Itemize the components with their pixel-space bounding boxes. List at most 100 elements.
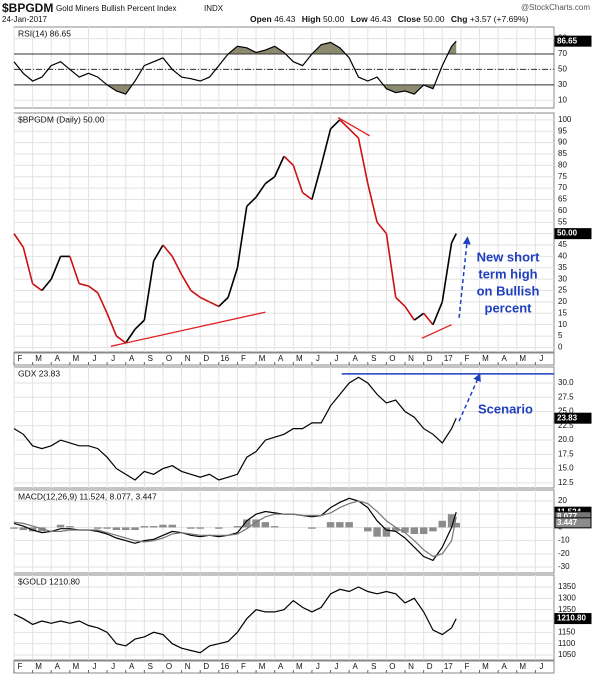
histogram-bar <box>196 527 204 529</box>
line-segment <box>209 301 220 308</box>
x-tick-label: O <box>389 662 395 671</box>
x-tick-label: D <box>427 354 433 363</box>
y-tick-label: 30.0 <box>558 378 574 387</box>
quote: Open 46.43 High 50.00 Low 46.43 Close 50… <box>250 14 529 24</box>
line-segment <box>199 296 210 303</box>
line <box>13 500 457 558</box>
x-tick-label: F <box>18 354 23 363</box>
annotation: on Bullish <box>477 283 540 298</box>
line-segment <box>50 256 62 280</box>
histogram-bar <box>401 527 409 533</box>
quote-label: Chg <box>451 14 468 24</box>
y-tick-label: 30 <box>558 274 567 283</box>
x-tick-label: A <box>55 354 61 363</box>
x-tick-label: M <box>35 354 42 363</box>
panel <box>13 574 555 661</box>
x-tick-label: J <box>316 662 320 671</box>
line-segment <box>255 183 267 198</box>
panel <box>13 366 555 489</box>
histogram-bar <box>447 514 456 528</box>
line-segment <box>115 335 127 344</box>
x-tick-label: A <box>55 662 61 671</box>
histogram-bar <box>159 524 167 528</box>
y-tick-label: 10 <box>558 320 567 329</box>
y-tick-label: 5 <box>558 331 563 340</box>
x-tick-label: O <box>389 354 395 363</box>
y-tick-label: 15 <box>558 308 567 317</box>
x-tick-label: J <box>92 662 96 671</box>
y-tick-label: 85 <box>558 149 567 158</box>
line-segment <box>320 128 332 166</box>
line-segment <box>441 242 453 303</box>
line-segment <box>432 301 444 325</box>
y-tick-label: 55 <box>558 217 567 226</box>
quote-label: Low <box>351 14 368 24</box>
quote-label: Open <box>250 14 272 24</box>
x-tick-label: 17 <box>444 354 453 363</box>
last-value-label: 86.65 <box>557 36 578 45</box>
trendline <box>110 311 266 347</box>
x-tick-label: J <box>111 354 115 363</box>
x-axis-band <box>13 352 555 366</box>
y-tick-label: 30 <box>558 80 567 89</box>
x-tick-label: A <box>501 354 507 363</box>
x-tick-label: J <box>111 662 115 671</box>
y-tick-label: 17.5 <box>558 449 574 458</box>
line-segment <box>367 183 378 223</box>
x-tick-label: D <box>203 662 209 671</box>
line-segment <box>134 319 145 330</box>
x-tick-label: M <box>519 354 526 363</box>
line-segment <box>13 233 24 248</box>
x-tick-label: O <box>166 354 172 363</box>
x-tick-label: M <box>259 354 266 363</box>
y-tick-label: 40 <box>558 252 567 261</box>
line-segment <box>339 119 350 130</box>
histogram-bar <box>419 527 428 535</box>
x-tick-label: M <box>73 662 80 671</box>
x-tick-label: M <box>482 662 489 671</box>
quote-value: 50.00 <box>423 14 445 24</box>
last-value-label: 8.077 <box>557 512 578 521</box>
y-tick-label: 12.5 <box>558 478 574 487</box>
histogram-bar <box>243 519 251 528</box>
histogram-bar <box>326 522 335 528</box>
y-tick-label: 1150 <box>558 627 576 636</box>
histogram-bar <box>10 527 18 529</box>
panel <box>13 112 555 353</box>
last-value-label: 3.447 <box>557 518 578 527</box>
histogram-bar <box>140 526 149 528</box>
panel-title: MACD(12,26,9) 11.524, 8.077, 3.447 <box>18 491 157 501</box>
trendline <box>337 116 370 137</box>
quote-value: +3.57 (+7.69%) <box>470 14 529 24</box>
line-segment <box>292 165 304 193</box>
histogram-bar <box>261 522 270 528</box>
x-tick-label: A <box>353 662 359 671</box>
x-tick-label: S <box>371 354 376 363</box>
histogram-bar <box>392 527 400 532</box>
histogram-bar <box>429 527 437 532</box>
line-segment <box>450 233 457 244</box>
exchange: INDX <box>204 4 224 13</box>
x-tick-label: M <box>482 354 489 363</box>
line-segment <box>413 312 425 321</box>
x-tick-label: J <box>335 662 339 671</box>
trendline <box>421 324 452 339</box>
last-value-box <box>554 412 592 424</box>
x-tick-label: N <box>185 662 191 671</box>
histogram-bar <box>38 527 46 532</box>
x-tick-label: 17 <box>444 662 453 671</box>
x-tick-label: F <box>241 662 246 671</box>
rsi-fill <box>14 41 457 54</box>
x-tick-label: J <box>92 354 96 363</box>
histogram-bar <box>308 527 316 529</box>
histogram-bar <box>122 527 130 531</box>
line-segment <box>152 244 164 262</box>
line-segment <box>227 267 239 298</box>
histogram-bar <box>270 526 279 528</box>
histogram-bar <box>252 519 260 528</box>
y-tick-label: 70 <box>558 183 567 192</box>
quote-label: Close <box>398 14 421 24</box>
y-tick-label: 1050 <box>558 650 576 659</box>
x-axis-band <box>13 660 555 674</box>
x-tick-label: M <box>259 662 266 671</box>
